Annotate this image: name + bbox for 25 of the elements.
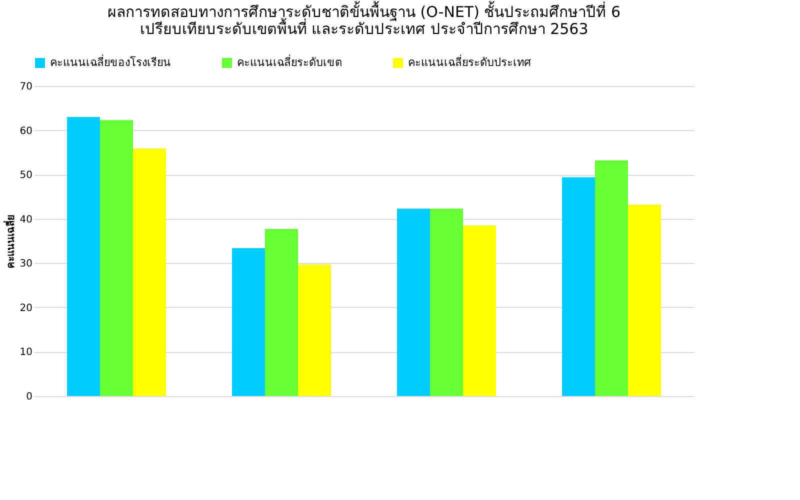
- y-tick-label: 0: [26, 392, 32, 402]
- y-tick-label: 40: [20, 214, 32, 226]
- text: เปรียบเทียบระดับเขตพื้นที่ และระดับประเทศ ประจำปีการศึกษา 2563: [140, 20, 588, 38]
- bar: [397, 208, 430, 396]
- y-tick-label: 50: [20, 170, 32, 182]
- bar: [628, 204, 661, 396]
- legend-label: คะแนนเฉลี่ยระดับเขต: [237, 54, 342, 69]
- y-tick-label: 30: [20, 258, 32, 270]
- y-axis-title: คะแนนเฉลี่ย: [2, 214, 17, 268]
- y-tick-label: 20: [20, 302, 32, 314]
- y-tick-label: 10: [20, 347, 32, 358]
- bar: [298, 264, 331, 396]
- bar: [562, 177, 595, 396]
- bar: [133, 148, 166, 396]
- bar: [67, 117, 100, 396]
- bar: [595, 160, 628, 396]
- bar: [430, 208, 463, 396]
- bar: [265, 229, 298, 396]
- legend-label: คะแนนเฉลี่ยของโรงเรียน: [50, 54, 171, 69]
- y-tick-label: 60: [20, 126, 32, 137]
- y-tick-label: 70: [20, 82, 32, 92]
- bar: [232, 248, 265, 396]
- bar: [463, 226, 496, 396]
- bar: [100, 120, 133, 396]
- legend-label: คะแนนเฉลี่ยระดับประเทศ: [408, 54, 531, 69]
